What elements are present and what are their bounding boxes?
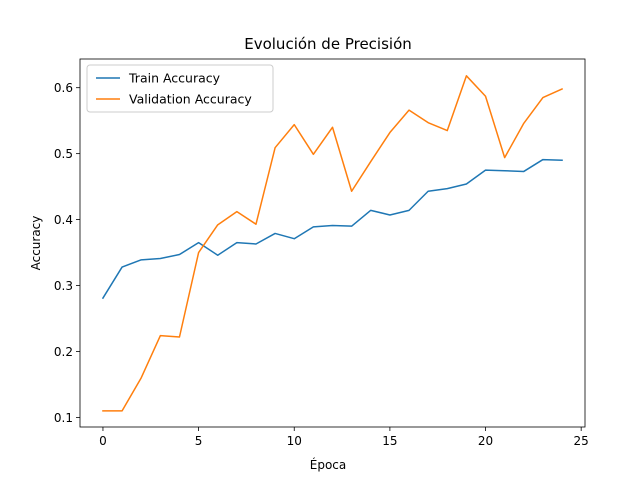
x-tick-label: 25 [574,434,589,448]
y-axis-label: Accuracy [29,216,43,271]
x-axis-label: Época [310,457,347,472]
y-tick-label: 0.4 [54,213,73,227]
y-tick-label: 0.5 [54,147,73,161]
legend-box [86,64,274,113]
x-tick-label: 10 [287,434,302,448]
legend-label: Train Accuracy [128,71,221,86]
y-tick-label: 0.2 [54,345,73,359]
x-tick-label: 15 [382,434,397,448]
chart-title: Evolución de Precisión [244,35,412,53]
plot-area [101,75,564,412]
legend-label: Validation Accuracy [129,92,252,107]
legend: Train Accuracy Validation Accuracy [86,64,274,113]
x-tick-label: 5 [195,434,203,448]
series-line-train [101,158,563,300]
axes: 0 5 10 15 20 25 0.1 0.2 0.3 0.4 0.5 0.6 [54,58,589,448]
y-tick-label: 0.1 [54,411,73,425]
x-tick-label: 20 [478,434,493,448]
x-tick-label: 0 [99,434,107,448]
series-line-validation [102,75,564,412]
y-tick-label: 0.6 [54,81,73,95]
axes-frame [79,58,586,428]
y-tick-label: 0.3 [54,279,73,293]
